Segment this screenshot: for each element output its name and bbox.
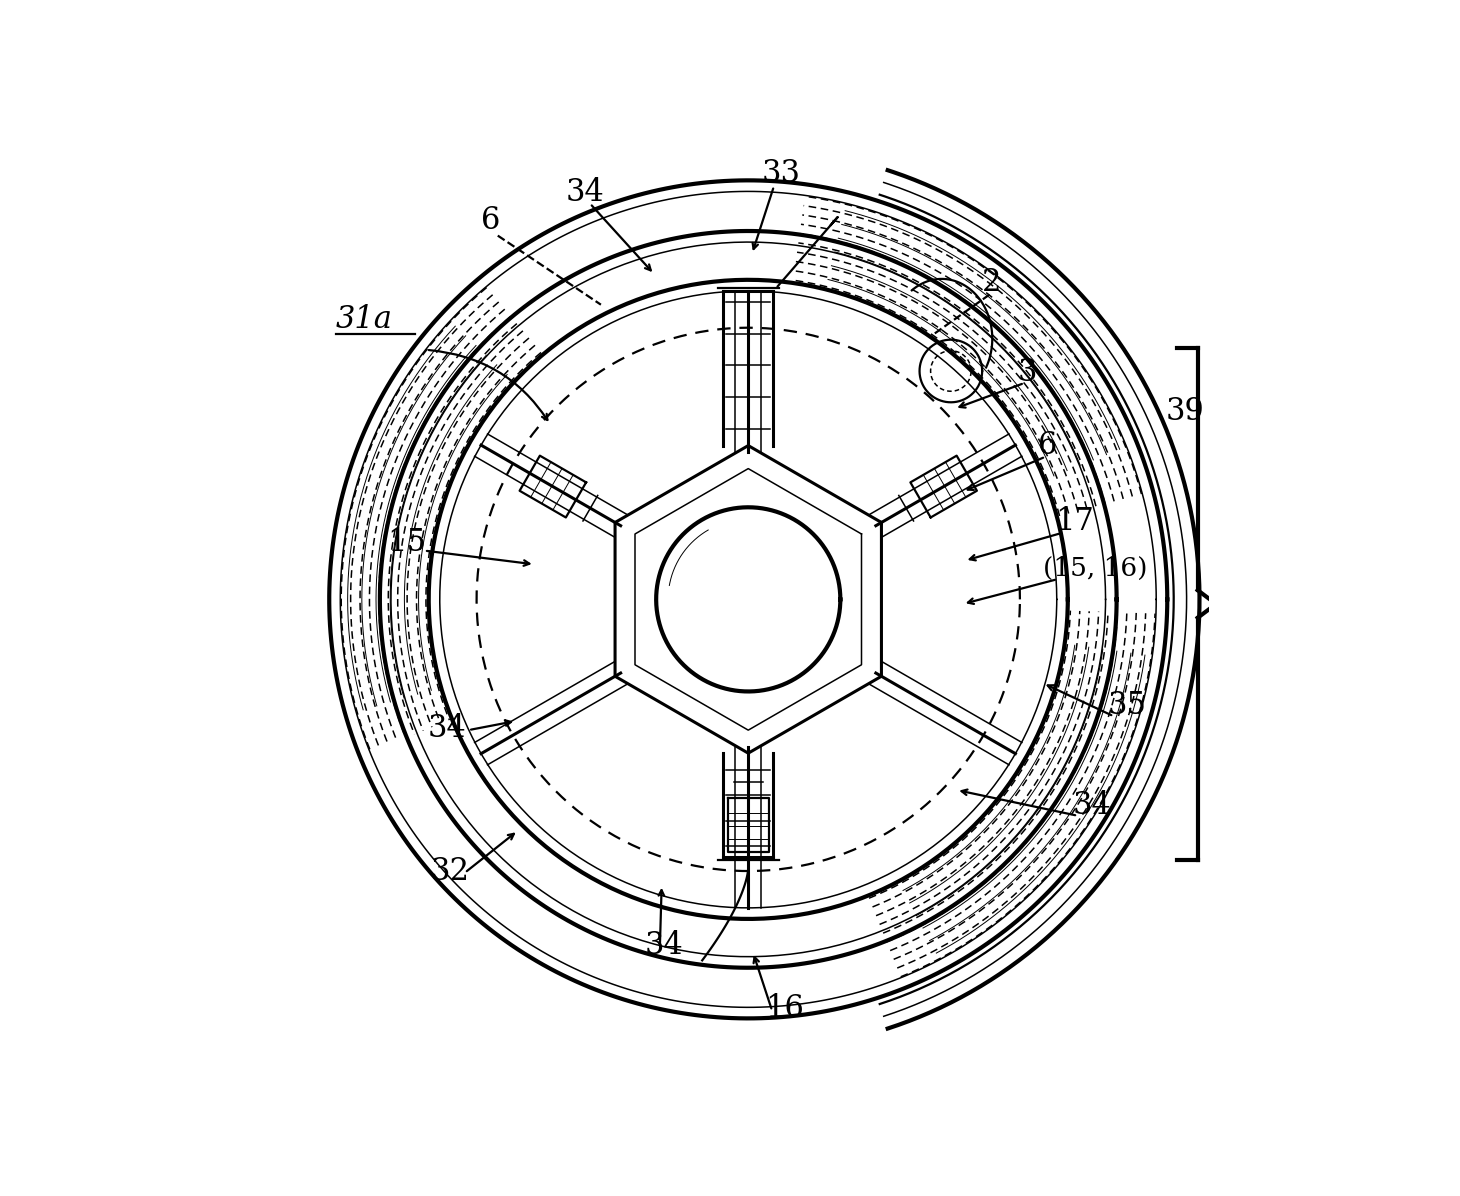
Text: 16: 16 (765, 993, 803, 1024)
Text: 3: 3 (1018, 358, 1038, 389)
Text: 17: 17 (1056, 506, 1094, 537)
Text: 32: 32 (431, 856, 470, 887)
Text: 34: 34 (645, 930, 683, 960)
Text: 34: 34 (566, 177, 604, 208)
Text: 35: 35 (1107, 690, 1146, 721)
Text: 6: 6 (1038, 429, 1057, 460)
Text: 34: 34 (428, 713, 467, 744)
Text: (15, 16): (15, 16) (1042, 556, 1148, 581)
Text: 2: 2 (983, 267, 1002, 298)
Text: 39: 39 (1165, 396, 1204, 427)
Text: 33: 33 (761, 158, 800, 189)
Text: 6: 6 (482, 206, 501, 236)
Text: 31a: 31a (336, 304, 393, 335)
Text: 15: 15 (387, 526, 426, 557)
Text: 34: 34 (1073, 789, 1111, 820)
